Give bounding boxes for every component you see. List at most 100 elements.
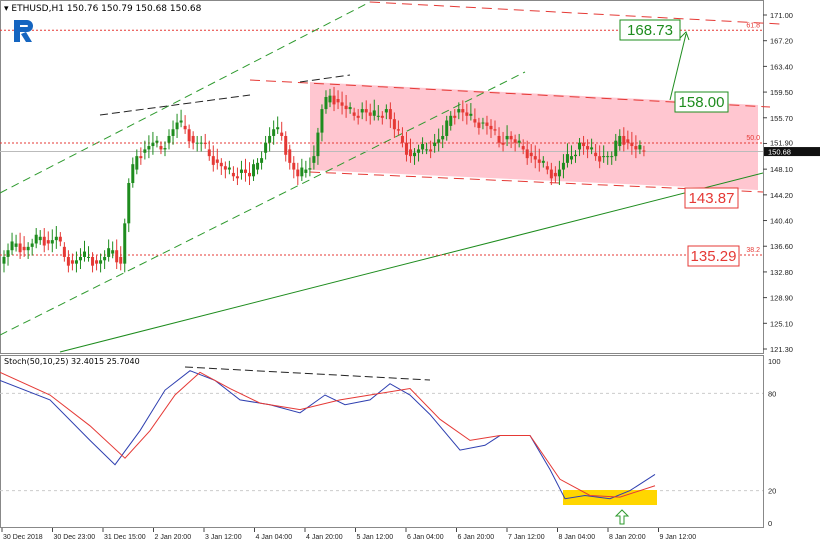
candles <box>2 86 646 273</box>
candle <box>481 122 485 124</box>
stoch-tick-label: 20 <box>768 487 776 496</box>
projection-arrow <box>669 33 687 101</box>
candle <box>38 236 42 241</box>
stoch-divergence-line <box>184 366 431 381</box>
candle <box>207 149 211 157</box>
candle <box>219 162 223 167</box>
candle <box>348 107 352 110</box>
candle <box>187 129 191 142</box>
candle <box>119 256 123 264</box>
price-tick-label: 159.50 <box>770 88 793 97</box>
candle <box>163 148 167 150</box>
candle <box>493 129 497 131</box>
candle <box>574 154 578 157</box>
time-tick-label: 31 Dec 15:00 <box>104 534 146 541</box>
time-tick-label: 3 Jan 12:00 <box>205 534 242 541</box>
up-arrow-icon <box>614 509 630 525</box>
price-label: 158.00 <box>679 94 725 111</box>
candle <box>26 246 30 251</box>
candle <box>332 95 336 105</box>
price-pane <box>0 0 764 354</box>
candle <box>441 135 445 140</box>
candle <box>155 140 159 143</box>
candle <box>264 142 268 153</box>
candle <box>324 96 328 110</box>
candle <box>171 129 175 136</box>
time-tick-label: 2 Jan 20:00 <box>155 534 192 541</box>
price-label-box <box>687 245 740 267</box>
candle <box>501 142 505 145</box>
price-tick-label: 155.70 <box>770 114 793 123</box>
current-price-badge <box>764 147 820 157</box>
candle <box>372 110 376 116</box>
candle <box>95 260 99 264</box>
candle <box>614 140 618 157</box>
candle <box>384 109 388 113</box>
candle <box>541 160 545 163</box>
candle <box>485 122 489 126</box>
candle <box>557 169 561 177</box>
symbol-label: ETHUSD,H1 <box>11 4 64 14</box>
fib-label: 61.8 <box>746 22 760 29</box>
candle <box>183 125 187 130</box>
time-tick-label: 9 Jan 12:00 <box>660 534 697 541</box>
time-tick-label: 7 Jan 12:00 <box>508 534 545 541</box>
candle <box>445 120 449 136</box>
candle <box>70 260 74 264</box>
candle <box>235 176 239 179</box>
price-tick-label: 144.20 <box>770 191 793 200</box>
candle <box>457 109 461 113</box>
candle <box>396 129 400 131</box>
candle <box>513 139 517 143</box>
price-label-box <box>619 19 681 41</box>
candle <box>618 135 622 147</box>
price-tick-label: 136.60 <box>770 242 793 251</box>
price-tick-label: 128.90 <box>770 294 793 303</box>
candle <box>103 256 107 261</box>
candle <box>525 149 529 159</box>
candle <box>626 139 630 143</box>
time-tick-label: 6 Jan 04:00 <box>407 534 444 541</box>
candle <box>203 142 207 145</box>
candle <box>529 152 533 157</box>
price-tick-label: 167.20 <box>770 37 793 46</box>
candle <box>248 172 252 177</box>
candle <box>404 142 408 155</box>
candle <box>151 142 155 147</box>
candle <box>328 95 332 103</box>
candle <box>352 112 356 116</box>
candle <box>590 147 594 150</box>
candle <box>179 120 183 123</box>
candle <box>569 156 573 160</box>
dropdown-icon[interactable]: ▾ <box>4 4 9 14</box>
candle <box>594 152 598 157</box>
candle <box>268 135 272 143</box>
candle <box>413 152 417 157</box>
candle <box>159 146 163 150</box>
chart-header: ▾ ETHUSD,H1 150.76 150.79 150.68 150.68 <box>4 4 201 14</box>
candle <box>561 162 565 170</box>
arrow-head-icon <box>679 31 690 41</box>
candle <box>505 135 509 140</box>
candle <box>400 135 404 143</box>
candle <box>167 135 171 143</box>
candle <box>30 243 34 247</box>
candle <box>521 146 525 150</box>
candle <box>223 166 227 170</box>
candle <box>243 169 247 173</box>
candle <box>6 250 10 257</box>
candle <box>425 149 429 151</box>
ohlc-values: 150.76 150.79 150.68 150.68 <box>66 4 202 14</box>
candle <box>497 135 501 143</box>
candle <box>364 109 368 113</box>
candle <box>565 154 569 163</box>
stoch-d-line <box>0 371 656 498</box>
candle <box>280 132 284 136</box>
candle <box>10 241 14 251</box>
candle <box>469 113 473 116</box>
candle <box>276 127 280 130</box>
candle <box>549 169 553 179</box>
candle <box>545 166 549 170</box>
candle <box>284 135 288 155</box>
